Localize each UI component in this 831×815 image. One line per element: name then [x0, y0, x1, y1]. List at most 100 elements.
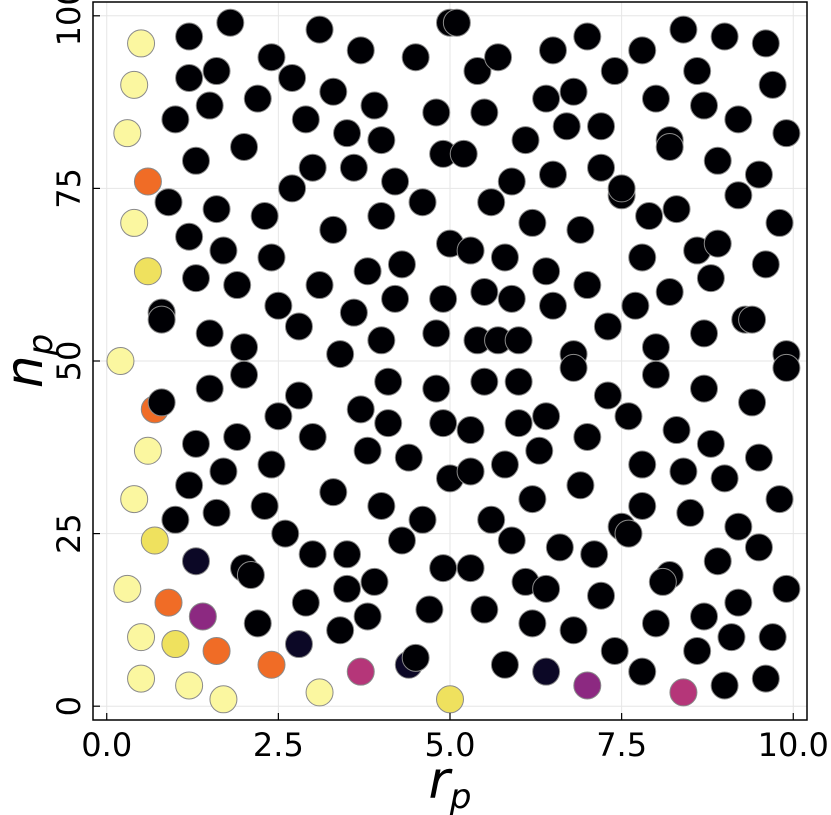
data-point: [470, 595, 499, 624]
data-point: [387, 526, 416, 555]
data-point: [319, 478, 348, 507]
data-point: [703, 229, 732, 258]
data-point: [374, 409, 403, 438]
data-point: [319, 77, 348, 106]
data-point: [696, 429, 725, 458]
data-point: [470, 277, 499, 306]
data-point: [333, 574, 362, 603]
data-point: [772, 353, 801, 382]
data-point: [202, 498, 231, 527]
data-point: [690, 602, 719, 631]
data-point: [710, 464, 739, 493]
y-tick-label: 25: [50, 513, 88, 554]
data-point: [490, 243, 519, 272]
data-point: [744, 443, 773, 472]
data-point: [175, 222, 204, 251]
data-point: [120, 485, 149, 514]
data-point: [333, 119, 362, 148]
data-point: [209, 236, 238, 265]
data-point: [415, 595, 444, 624]
data-point: [326, 616, 355, 645]
data-point: [381, 167, 410, 196]
data-point: [744, 160, 773, 189]
data-point: [305, 271, 334, 300]
data-point: [738, 305, 767, 334]
data-point: [449, 139, 478, 168]
data-point: [690, 91, 719, 120]
data-point: [614, 519, 643, 548]
axis-ticks: 0.0 2.5 5.0 7.5 10.0 0 25 50 75 100: [50, 0, 829, 764]
data-point: [545, 533, 574, 562]
data-point: [291, 588, 320, 617]
data-point: [504, 326, 533, 355]
data-point: [257, 43, 286, 72]
data-point: [127, 623, 156, 652]
data-point: [641, 333, 670, 362]
data-point: [676, 498, 705, 527]
x-tick-label: 10.0: [758, 726, 829, 764]
data-point: [772, 119, 801, 148]
data-point: [470, 98, 499, 127]
data-point: [133, 436, 162, 465]
data-point: [250, 202, 279, 231]
data-point: [648, 567, 677, 596]
data-point: [669, 15, 698, 44]
data-point: [765, 485, 794, 514]
data-point: [367, 326, 396, 355]
data-point: [497, 526, 526, 555]
data-point: [504, 367, 533, 396]
data-point: [147, 305, 176, 334]
data-point: [175, 22, 204, 51]
data-point: [333, 540, 362, 569]
data-point: [504, 409, 533, 438]
data-point: [538, 160, 567, 189]
data-point: [394, 443, 423, 472]
data-point: [635, 202, 664, 231]
data-point: [381, 284, 410, 313]
data-point: [690, 374, 719, 403]
data-point: [703, 547, 732, 576]
data-point: [477, 188, 506, 217]
data-point: [573, 422, 602, 451]
data-point: [298, 422, 327, 451]
data-point: [470, 367, 499, 396]
data-point: [422, 319, 451, 348]
data-point: [538, 36, 567, 65]
data-point: [628, 243, 657, 272]
data-point: [738, 388, 767, 417]
data-point: [758, 623, 787, 652]
data-point: [724, 512, 753, 541]
data-point: [360, 91, 389, 120]
y-tick-label: 75: [50, 168, 88, 209]
data-point: [641, 360, 670, 389]
data-point: [181, 146, 210, 175]
data-point: [154, 188, 183, 217]
data-point: [497, 284, 526, 313]
data-point: [683, 636, 712, 665]
data-point: [339, 153, 368, 182]
data-point: [202, 57, 231, 86]
data-point: [538, 291, 567, 320]
x-tick-label: 2.5: [253, 726, 304, 764]
data-point: [209, 685, 238, 714]
data-point: [346, 657, 375, 686]
data-point: [628, 491, 657, 520]
data-point: [477, 505, 506, 534]
data-point: [387, 250, 416, 279]
data-point: [243, 84, 272, 113]
data-point: [181, 547, 210, 576]
data-point: [559, 353, 588, 382]
data-point: [593, 381, 622, 410]
data-point: [216, 8, 245, 37]
data-point: [154, 588, 183, 617]
data-point: [772, 574, 801, 603]
data-point: [367, 202, 396, 231]
data-point: [532, 257, 561, 286]
data-point: [463, 57, 492, 86]
data-point: [566, 215, 595, 244]
data-point: [497, 167, 526, 196]
data-points: [106, 8, 801, 714]
data-point: [655, 277, 684, 306]
data-point: [552, 112, 581, 141]
